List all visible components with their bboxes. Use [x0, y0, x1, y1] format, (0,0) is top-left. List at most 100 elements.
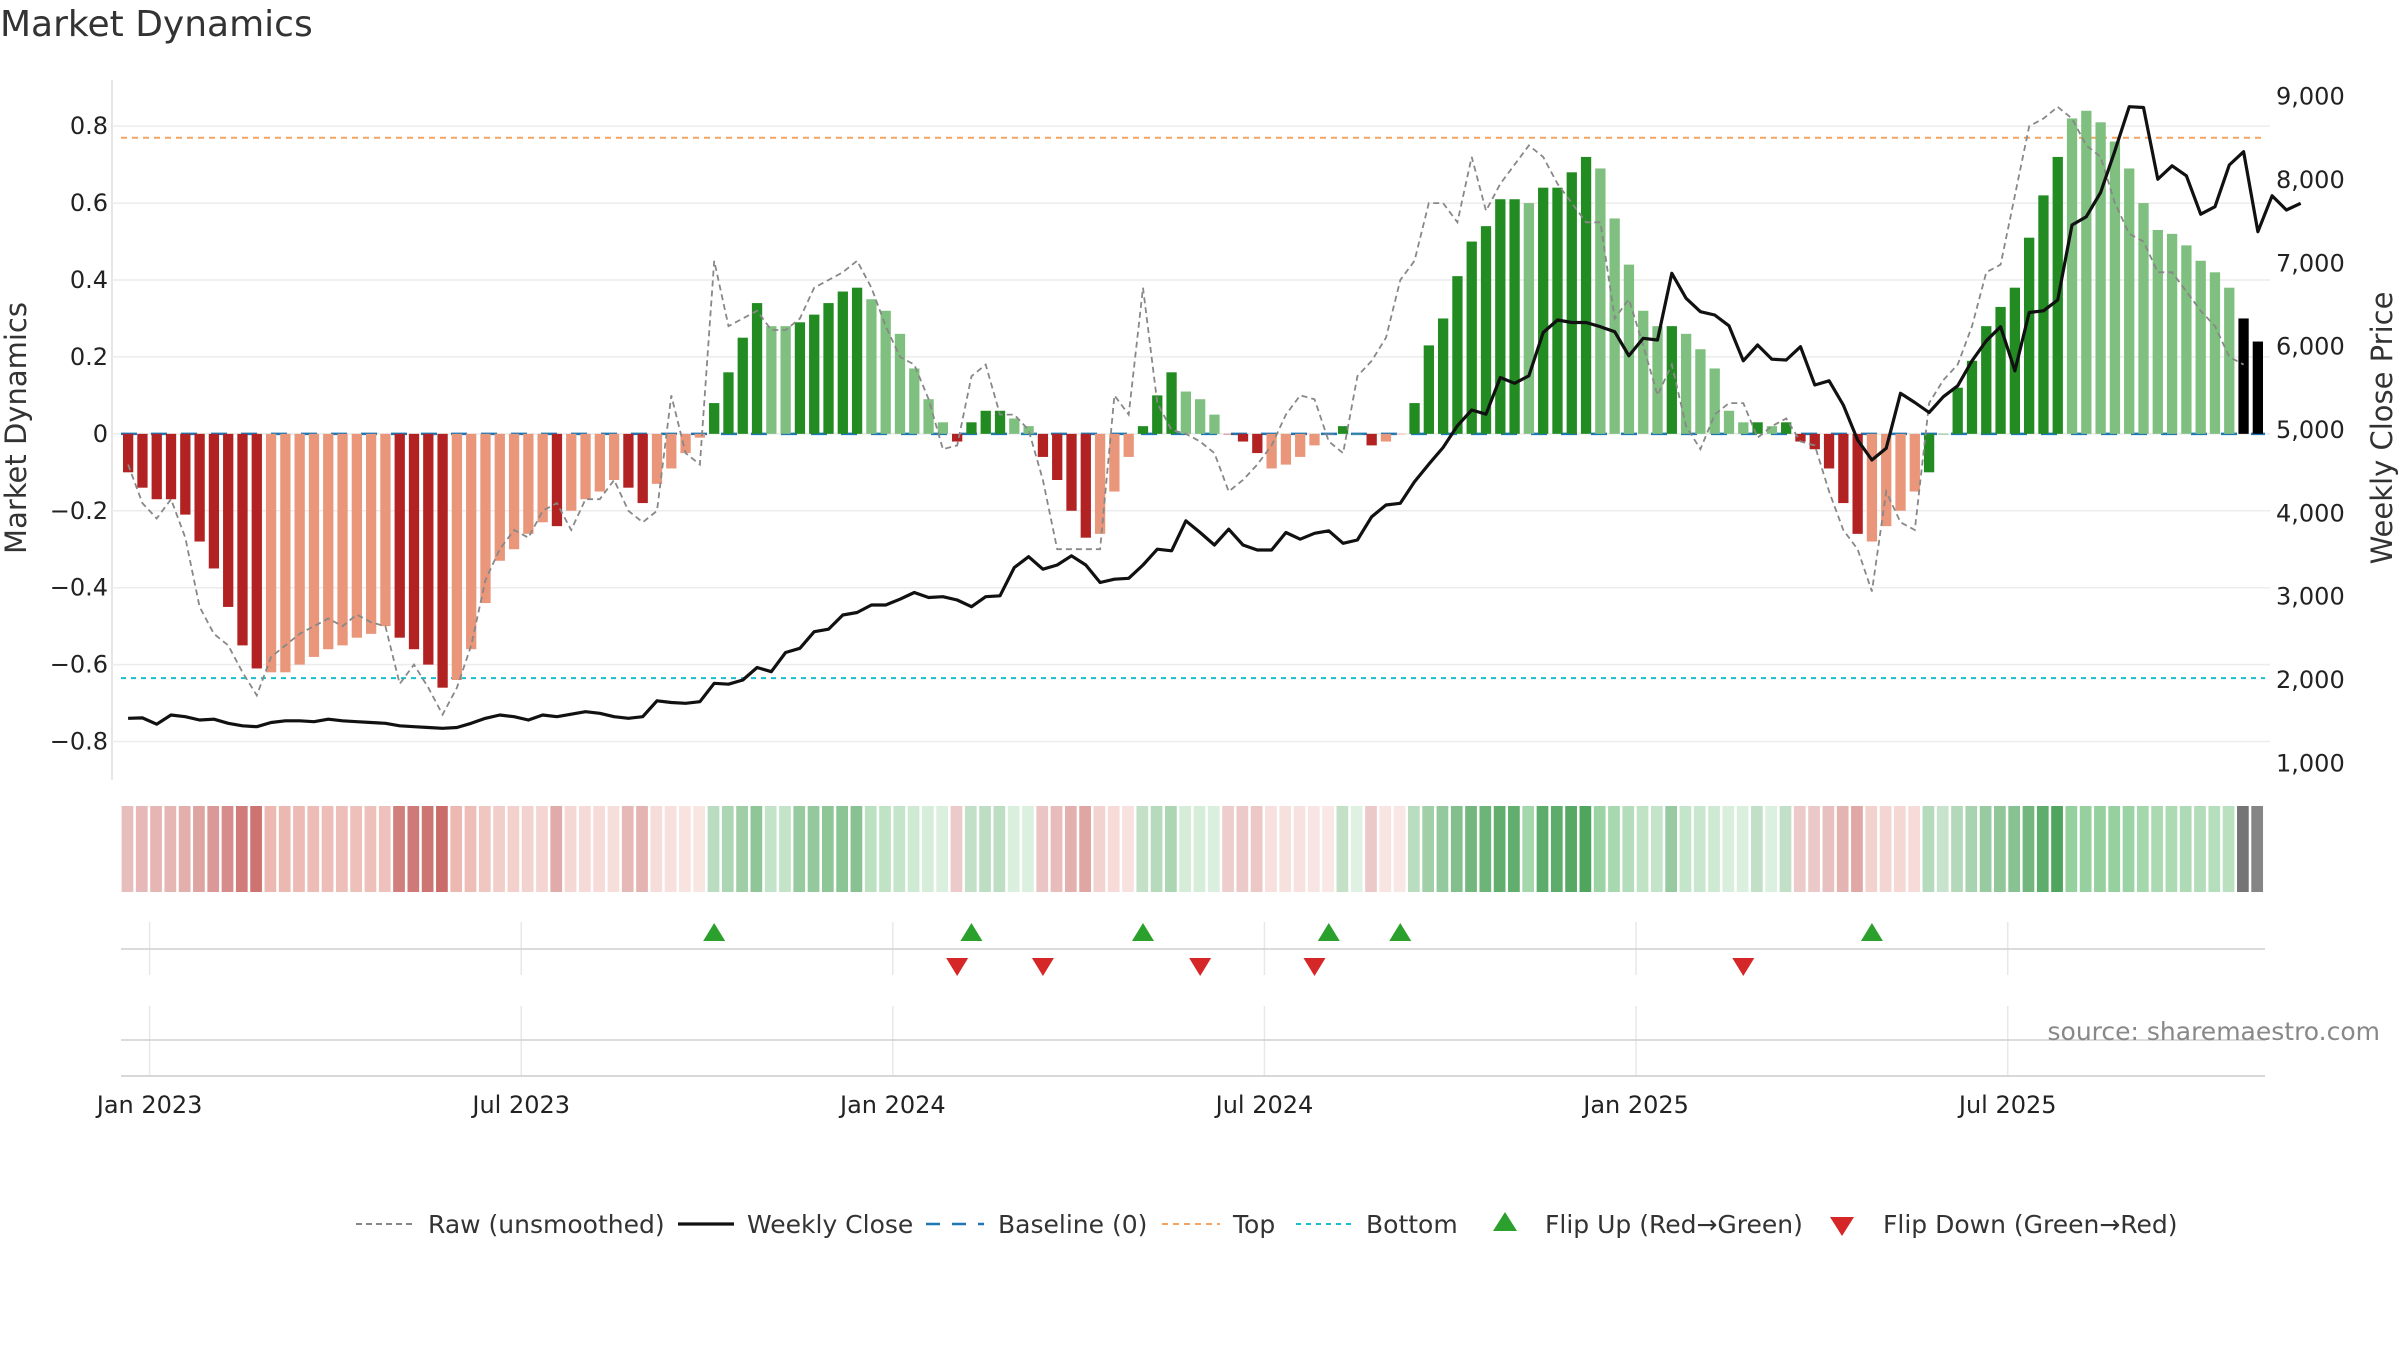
- regime-cell: [350, 806, 363, 892]
- dynamics-bar: [1366, 433, 1377, 446]
- dynamics-bar: [1981, 326, 1992, 434]
- dynamics-bar: [180, 433, 191, 515]
- regime-cell: [293, 806, 305, 892]
- dynamics-bar: [809, 314, 820, 434]
- dynamics-bar: [1237, 433, 1249, 442]
- dynamics-bar: [265, 433, 277, 673]
- regime-cell: [536, 806, 548, 892]
- dynamics-bar: [866, 299, 877, 434]
- regime-cell: [407, 806, 420, 892]
- dynamics-bar: [1223, 433, 1234, 435]
- regime-cell: [1565, 806, 1577, 892]
- regime-cell: [1936, 806, 1949, 892]
- y-tick-label-left: −0.8: [50, 728, 108, 756]
- regime-cell: [679, 806, 691, 892]
- dynamics-bar: [237, 433, 248, 646]
- regime-cell: [1851, 806, 1863, 892]
- regime-cell: [1064, 806, 1077, 892]
- flip-down-marker: [1031, 958, 1054, 976]
- regime-cell: [2122, 806, 2135, 892]
- regime-cell: [164, 806, 177, 892]
- regime-cell: [1679, 806, 1692, 892]
- regime-cell: [1336, 806, 1349, 892]
- dynamics-bar: [537, 433, 548, 523]
- regime-cell: [521, 806, 534, 892]
- source-note: source: sharemaestro.com: [2048, 1017, 2381, 1046]
- regime-cell: [1150, 806, 1163, 892]
- dynamics-bar: [1137, 426, 1149, 434]
- regime-cell: [1436, 806, 1449, 892]
- regime-cell: [1836, 806, 1849, 892]
- regime-cell: [736, 806, 748, 892]
- regime-cell: [1508, 806, 1520, 892]
- regime-cell: [907, 806, 920, 892]
- regime-cell: [893, 806, 906, 892]
- dynamics-bar: [1695, 349, 1706, 434]
- regime-cell: [1550, 806, 1563, 892]
- y-axis-right-title: Weekly Close Price: [2365, 292, 2399, 565]
- flip-down-marker: [1189, 958, 1212, 976]
- dynamics-bar: [1123, 433, 1134, 457]
- dynamics-bar: [1766, 426, 1778, 434]
- regime-cell: [178, 806, 191, 892]
- y-tick-label-right: 9,000: [2276, 83, 2345, 111]
- dynamics-bar: [751, 303, 763, 434]
- regime-cell: [964, 806, 977, 892]
- y-tick-label-right: 2,000: [2276, 666, 2345, 694]
- dynamics-bar: [1080, 433, 1091, 538]
- dynamics-bar: [1052, 433, 1063, 480]
- y-tick-label-right: 3,000: [2276, 583, 2345, 611]
- flip-down-marker: [1303, 958, 1326, 976]
- dynamics-bar: [1009, 418, 1020, 434]
- regime-cell: [821, 806, 834, 892]
- flip-up-marker: [703, 923, 726, 941]
- x-tick-label: Jul 2023: [470, 1091, 570, 1119]
- regime-cell: [2251, 806, 2264, 892]
- legend-close-label: Weekly Close: [747, 1210, 913, 1239]
- dynamics-bar: [1566, 172, 1577, 434]
- regime-cell: [421, 806, 434, 892]
- dynamics-bar: [508, 433, 520, 550]
- regime-cell: [1822, 806, 1835, 892]
- regime-cell: [793, 806, 806, 892]
- regime-cell: [750, 806, 763, 892]
- regime-cell: [1422, 806, 1435, 892]
- regime-cell: [1207, 806, 1220, 892]
- regime-cell: [307, 806, 320, 892]
- regime-cell: [507, 806, 520, 892]
- regime-cell: [1994, 806, 2006, 892]
- regime-cell: [1765, 806, 1778, 892]
- dynamics-bar: [408, 433, 420, 650]
- regime-cell: [1122, 806, 1134, 892]
- dynamics-bar: [1466, 241, 1477, 434]
- regime-cell: [950, 806, 963, 892]
- x-tick-label: Jul 2025: [1957, 1091, 2057, 1119]
- dynamics-bar: [766, 326, 777, 434]
- flip-markers-panel: [121, 922, 2265, 976]
- regime-cell: [1493, 806, 1506, 892]
- dynamics-bar: [2166, 233, 2178, 434]
- dynamics-bar: [666, 433, 677, 469]
- y-tick-label-right: 8,000: [2276, 166, 2345, 194]
- dynamics-bar: [1423, 345, 1434, 434]
- flip-up-marker: [1317, 923, 1340, 941]
- regime-cell: [493, 806, 505, 892]
- regime-strip: [121, 806, 2264, 892]
- raw-line-layer: [127, 105, 2245, 717]
- regime-cell: [393, 806, 405, 892]
- dynamics-bar: [637, 433, 648, 504]
- raw-unsmoothed-line: [127, 105, 2245, 717]
- regime-cell: [221, 806, 234, 892]
- regime-cell: [2151, 806, 2163, 892]
- dynamics-bar: [1094, 433, 1106, 534]
- dynamics-bar: [780, 326, 791, 434]
- legend-raw-label: Raw (unsmoothed): [428, 1210, 665, 1239]
- dynamics-bar: [194, 433, 205, 542]
- dynamics-bar: [709, 403, 720, 434]
- y-tick-label-left: 0.4: [70, 266, 108, 294]
- dynamics-bar: [494, 433, 505, 561]
- regime-cell: [150, 806, 162, 892]
- dynamics-bar: [1023, 426, 1034, 434]
- flip-up-marker: [1131, 923, 1154, 941]
